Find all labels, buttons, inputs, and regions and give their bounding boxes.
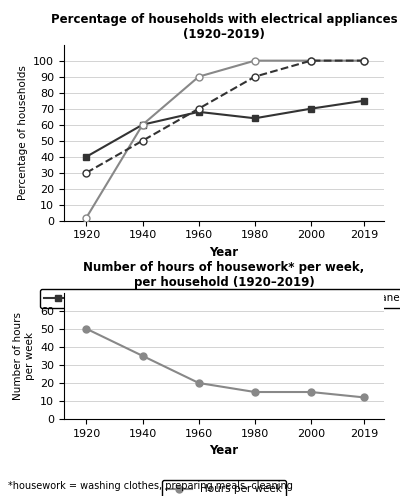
X-axis label: Year: Year: [210, 444, 238, 457]
Y-axis label: Number of hours
per week: Number of hours per week: [13, 312, 34, 400]
Title: Percentage of households with electrical appliances
(1920–2019): Percentage of households with electrical…: [51, 13, 397, 41]
Title: Number of hours of housework* per week,
per household (1920–2019): Number of hours of housework* per week, …: [83, 261, 365, 289]
X-axis label: Year: Year: [210, 246, 238, 259]
Legend: Hours per week: Hours per week: [162, 480, 286, 496]
Legend: Washing machine, Refrigerator, Vacuum cleaner: Washing machine, Refrigerator, Vacuum cl…: [40, 289, 400, 308]
Y-axis label: Percentage of households: Percentage of households: [18, 65, 28, 200]
Text: *housework = washing clothes, preparing meals, cleaning: *housework = washing clothes, preparing …: [8, 481, 293, 491]
